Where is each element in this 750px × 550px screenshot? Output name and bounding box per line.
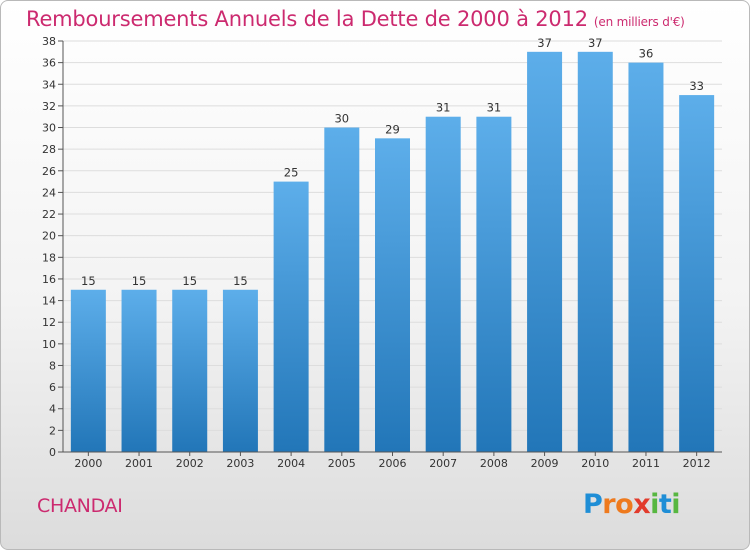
bar-2004 xyxy=(273,181,309,452)
bar-2001 xyxy=(121,289,157,452)
bar-value-label: 31 xyxy=(436,101,451,115)
bar-layer xyxy=(70,51,715,453)
y-tick-label: 36 xyxy=(42,57,56,70)
x-tick-label: 2002 xyxy=(176,457,204,470)
logo-letter: i xyxy=(650,489,659,520)
logo-letter: P xyxy=(583,489,603,520)
x-tick-label: 2011 xyxy=(632,457,660,470)
bar-2009 xyxy=(527,51,563,452)
x-tick-label: 2009 xyxy=(531,457,559,470)
bar-2003 xyxy=(222,289,258,452)
y-tick-label: 10 xyxy=(42,338,56,351)
y-tick-label: 4 xyxy=(49,403,56,416)
bar-2000 xyxy=(70,289,106,452)
y-tick-label: 2 xyxy=(49,424,56,437)
bar-2005 xyxy=(324,127,360,453)
y-tick-label: 26 xyxy=(42,165,56,178)
label-layer: 15 15 15 15 25 30 29 31 31 37 37 36 33 xyxy=(81,36,704,288)
y-tick-label: 38 xyxy=(42,35,56,48)
bar-value-label: 15 xyxy=(132,274,147,288)
chart-subtitle: (en milliers d'€) xyxy=(593,15,685,29)
bar-value-label: 33 xyxy=(689,79,704,93)
y-tick-label: 0 xyxy=(49,446,56,459)
x-tick-label: 2006 xyxy=(379,457,407,470)
bar-2010 xyxy=(577,51,613,452)
city-name: CHANDAI xyxy=(37,495,123,517)
y-tick-label: 18 xyxy=(42,251,56,264)
y-tick-label: 20 xyxy=(42,230,56,243)
y-tick-label: 22 xyxy=(42,208,56,221)
bar-value-label: 25 xyxy=(284,166,299,180)
logo-letter: i xyxy=(671,489,681,520)
bar-2006 xyxy=(375,138,410,452)
bar-2002 xyxy=(172,289,208,452)
bar-value-label: 31 xyxy=(487,101,502,115)
chart-title: Remboursements Annuels de la Dette de 20… xyxy=(26,7,685,31)
bar-value-label: 37 xyxy=(537,36,552,50)
x-tick-label: 2004 xyxy=(277,457,305,470)
y-tick-label: 28 xyxy=(42,143,56,156)
bar-2011 xyxy=(628,62,664,452)
bar-value-label: 15 xyxy=(182,274,197,288)
bar-2012 xyxy=(679,95,715,452)
proxiti-logo: Proxiti xyxy=(583,489,681,520)
x-tick-label: 2012 xyxy=(683,457,711,470)
y-tick-label: 14 xyxy=(42,295,56,308)
x-tick-label: 2005 xyxy=(328,457,356,470)
y-tick-label: 32 xyxy=(42,100,56,113)
x-tick-label: 2000 xyxy=(74,457,102,470)
logo-letter: o xyxy=(615,489,634,520)
logo-letter: t xyxy=(658,489,672,520)
y-tick-label: 16 xyxy=(42,273,56,286)
bar-2007 xyxy=(425,116,461,453)
y-tick-label: 12 xyxy=(42,316,56,329)
x-tick-label: 2007 xyxy=(429,457,457,470)
bar-2008 xyxy=(476,116,512,453)
logo-letter: x xyxy=(633,489,651,520)
title-text: Remboursements Annuels de la Dette de 20… xyxy=(26,7,588,31)
y-tick-label: 6 xyxy=(49,381,56,394)
bar-value-label: 30 xyxy=(334,112,349,126)
x-tick-label: 2010 xyxy=(581,457,609,470)
bar-value-label: 29 xyxy=(385,122,400,136)
y-tick-label: 30 xyxy=(42,122,56,135)
logo-letter: r xyxy=(602,489,616,520)
bar-value-label: 37 xyxy=(588,36,603,50)
x-tick-label: 2001 xyxy=(125,457,153,470)
bar-value-label: 36 xyxy=(639,47,654,61)
x-tick-label: 2008 xyxy=(480,457,508,470)
y-tick-label: 34 xyxy=(42,78,56,91)
x-tick-label: 2003 xyxy=(226,457,254,470)
bar-value-label: 15 xyxy=(81,274,96,288)
y-tick-label: 24 xyxy=(42,186,56,199)
bar-value-label: 15 xyxy=(233,274,248,288)
y-tick-label: 8 xyxy=(49,359,56,372)
